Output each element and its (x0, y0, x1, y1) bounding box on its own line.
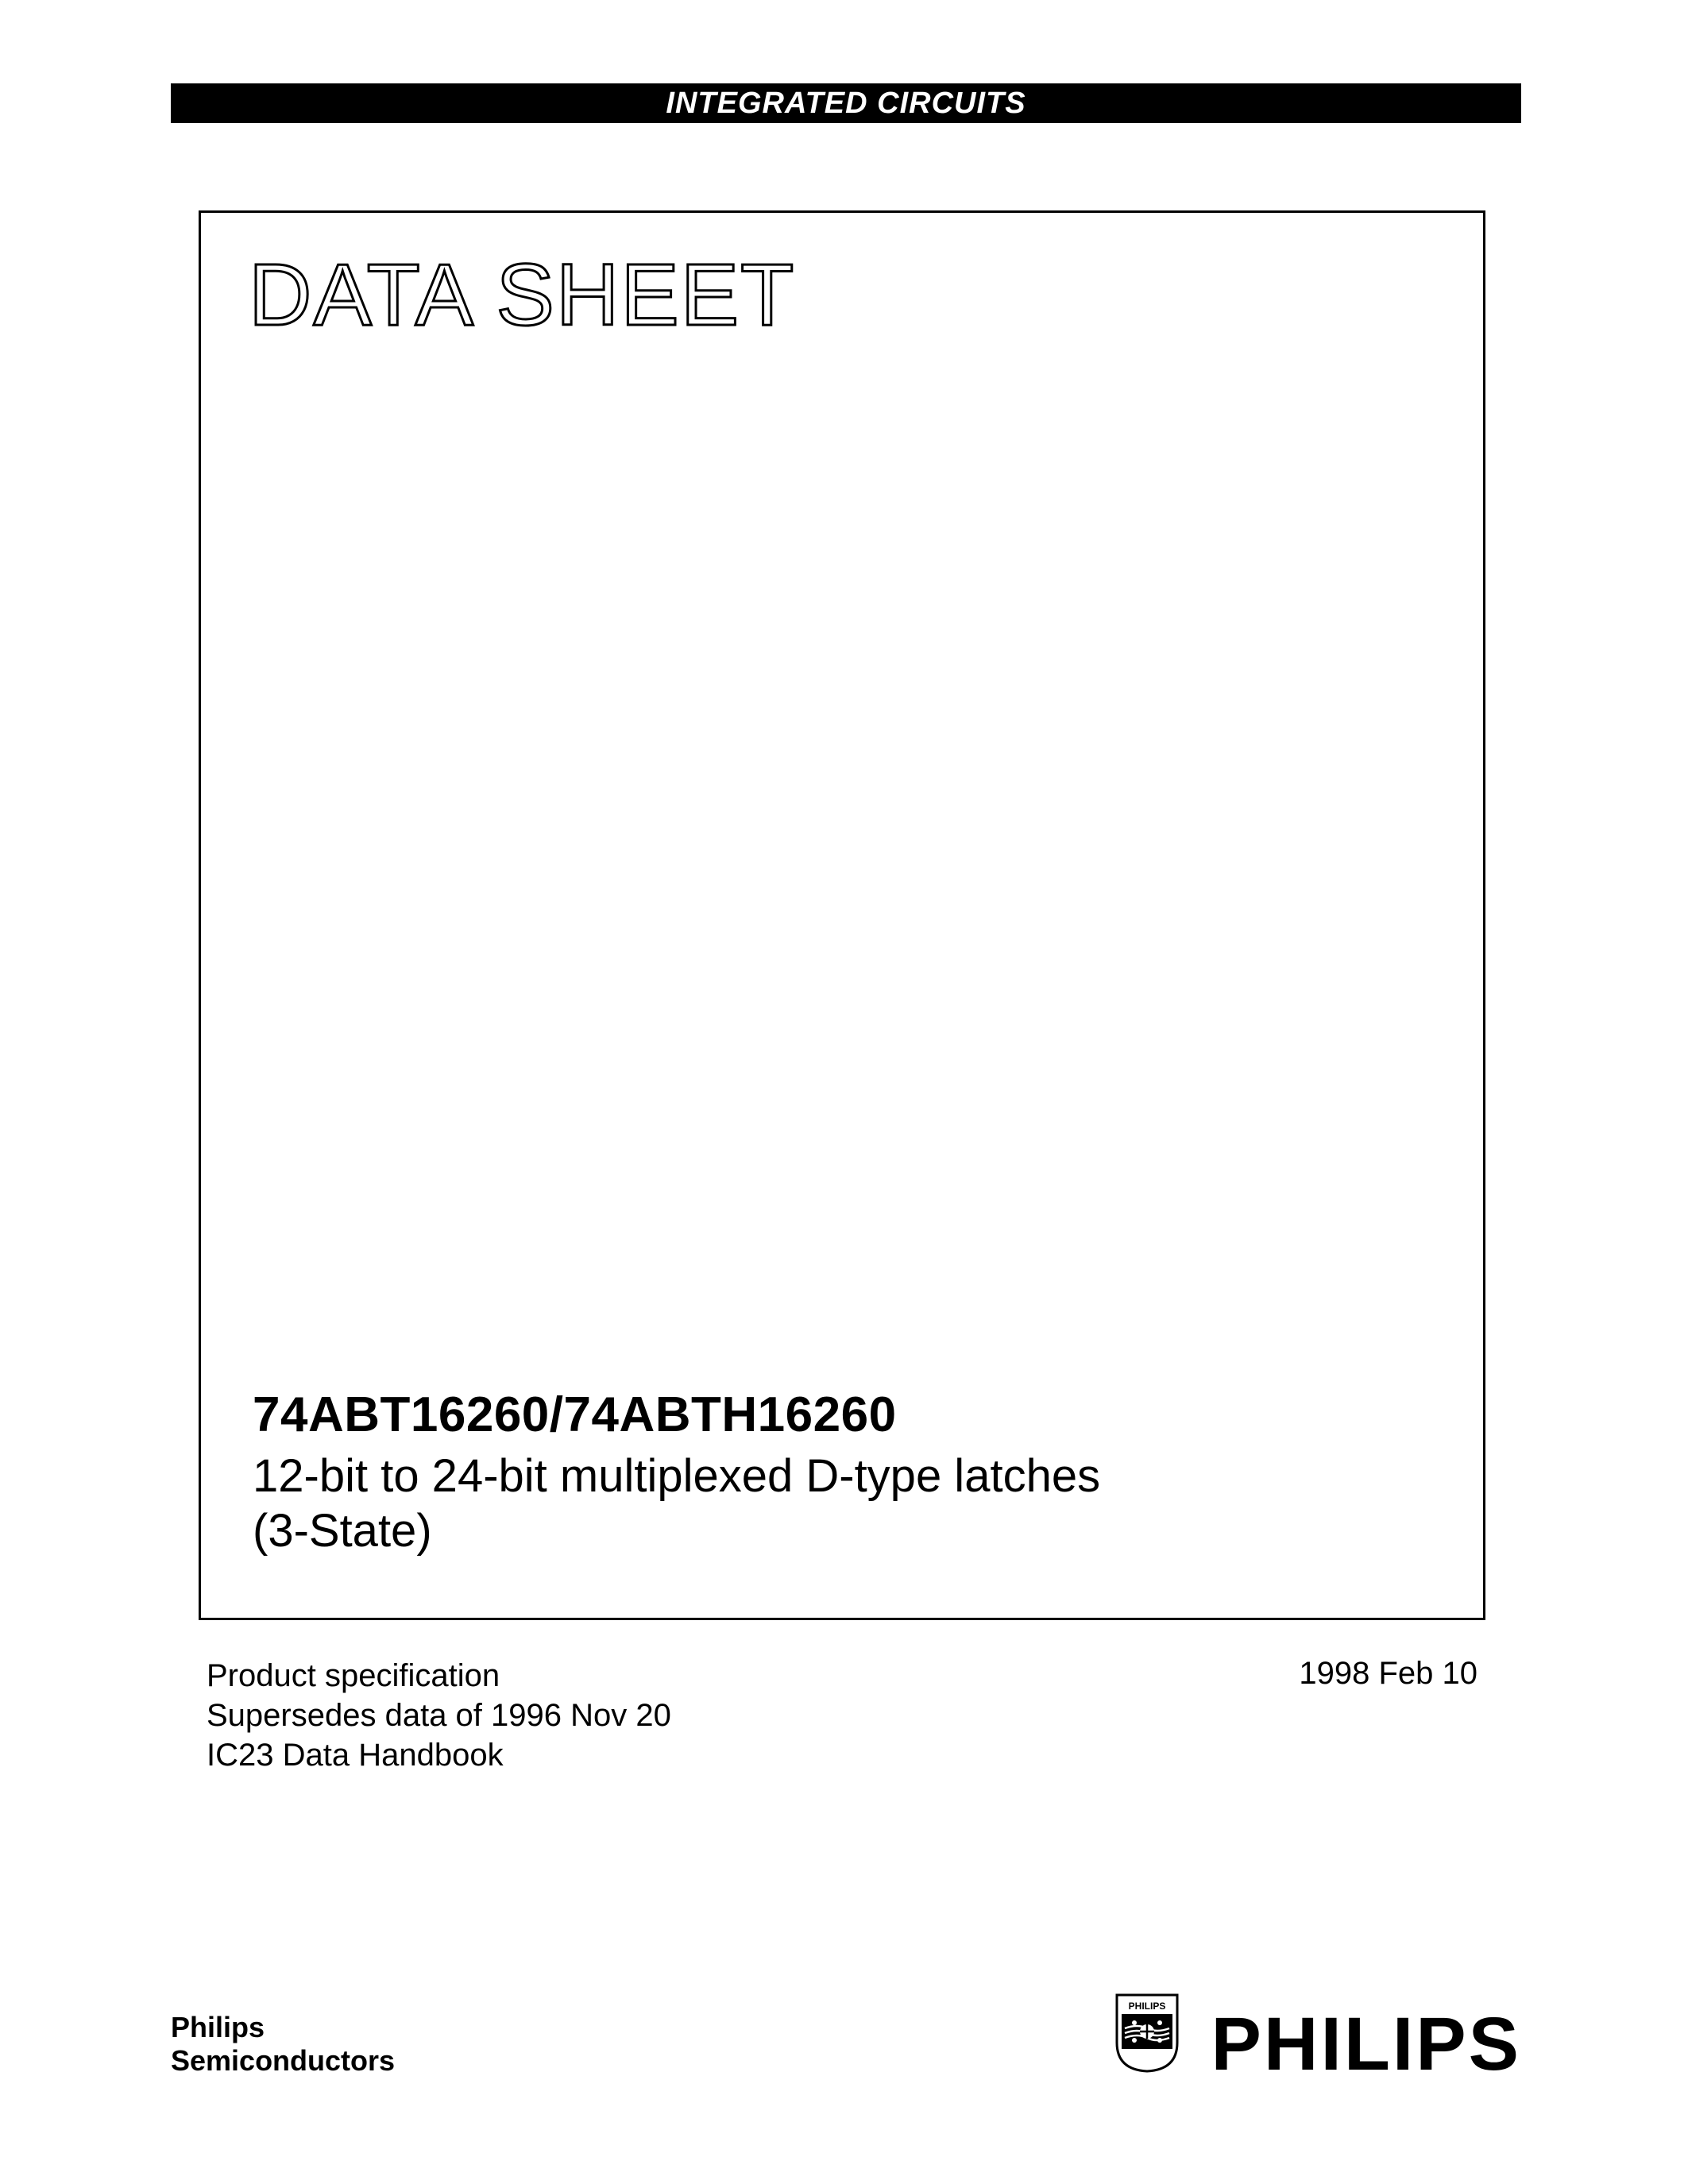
part-description: 12-bit to 24-bit multiplexed D-type latc… (253, 1449, 1431, 1558)
philips-wordmark: PHILIPS (1211, 2012, 1521, 2077)
datasheet-outline-title: DATA SHEET (249, 245, 795, 345)
metadata-row: Product specification Supersedes data of… (207, 1656, 1477, 1775)
svg-text:PHILIPS: PHILIPS (1129, 2001, 1166, 2012)
supersedes-note: Supersedes data of 1996 Nov 20 (207, 1696, 671, 1735)
part-identification-block: 74ABT16260/74ABTH16260 12-bit to 24-bit … (253, 1387, 1431, 1558)
header-banner: INTEGRATED CIRCUITS (171, 83, 1521, 123)
metadata-date: 1998 Feb 10 (1299, 1656, 1477, 1692)
main-content-box: DATA SHEET 74ABT16260/74ABTH16260 12-bit… (199, 210, 1485, 1620)
brand-block: PHILIPS PHILIPS (1115, 1993, 1521, 2077)
metadata-left: Product specification Supersedes data of… (207, 1656, 671, 1775)
company-name-block: Philips Semiconductors (171, 2011, 395, 2077)
header-banner-text: INTEGRATED CIRCUITS (666, 87, 1026, 121)
part-desc-line1: 12-bit to 24-bit multiplexed D-type latc… (253, 1450, 1100, 1502)
footer: Philips Semiconductors PHILIPS (171, 1993, 1521, 2077)
datasheet-cover-page: INTEGRATED CIRCUITS DATA SHEET 74ABT1626… (0, 0, 1688, 2184)
company-line2: Semiconductors (171, 2044, 395, 2077)
part-number: 74ABT16260/74ABTH16260 (253, 1387, 1431, 1443)
philips-shield-icon: PHILIPS (1115, 1993, 1179, 2077)
spec-type: Product specification (207, 1656, 671, 1696)
part-desc-line2: (3-State) (253, 1505, 432, 1557)
company-line1: Philips (171, 2011, 395, 2043)
handbook-ref: IC23 Data Handbook (207, 1735, 671, 1775)
